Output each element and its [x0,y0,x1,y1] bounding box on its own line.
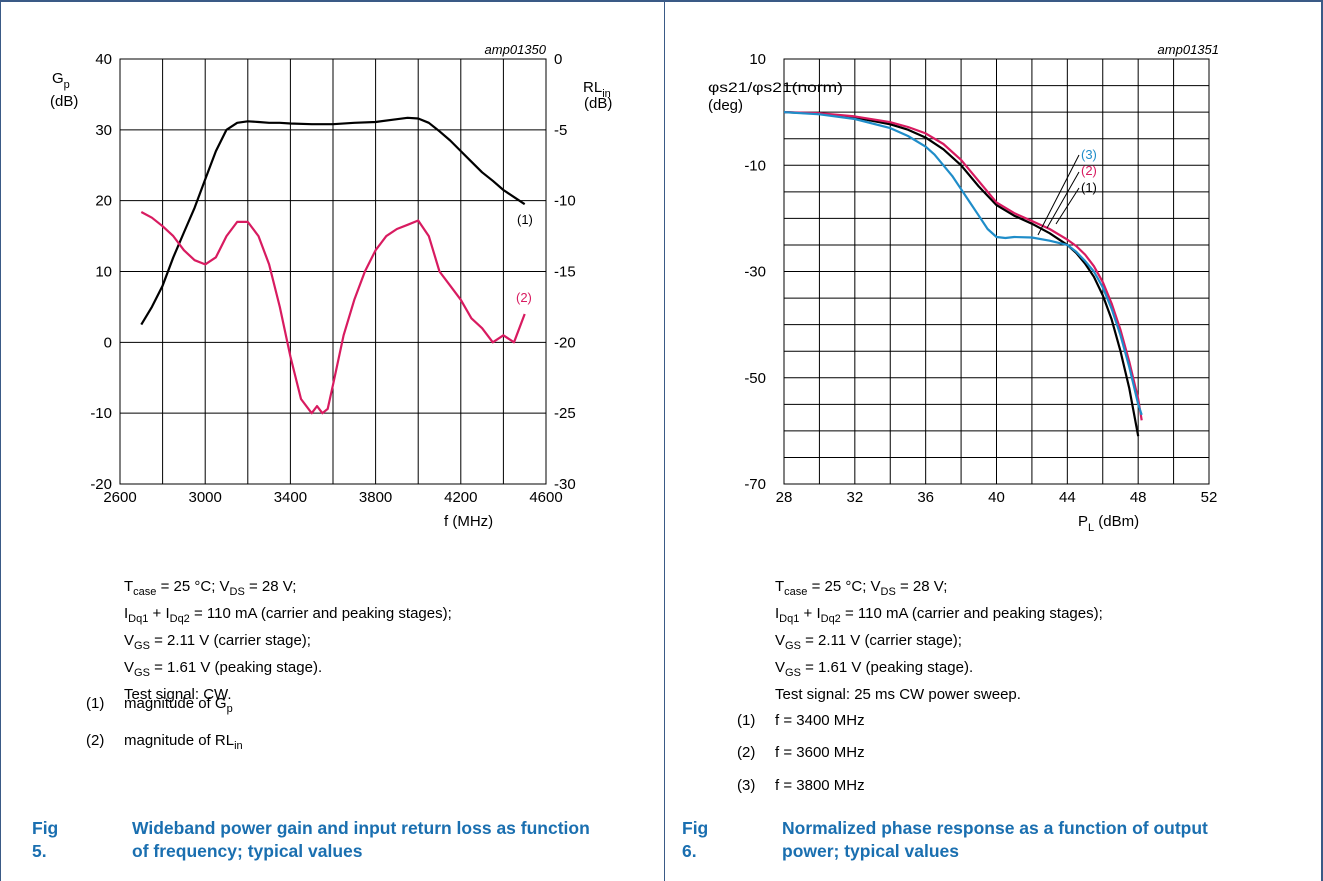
fig5-right-tick-label: -30 [554,476,576,493]
fig5-x-tick-label: 4600 [529,489,562,506]
fig5-curve-tag-1: (1) [517,212,533,227]
fig5-left-axis-unit: (dB) [50,93,78,110]
fig6-label: Fig 6. [682,818,709,861]
fig5-grid [119,58,547,485]
fig5-series-2-line [140,211,526,415]
fig5-conditions: Tcase = 25 °C; VDS = 28 V; IDq1 + IDq2 =… [124,576,452,705]
fig5-x-axis-label: f (MHz) [444,513,493,530]
fig5-left-tick-label: 0 [104,334,112,351]
fig5-x-tick-label: 3800 [359,489,392,506]
fig6-cond-line-2: IDq1 + IDq2 = 110 mA (carrier and peakin… [775,605,1103,625]
fig5-right-tick-label: -20 [554,334,576,351]
fig5-series-1-line [140,116,526,326]
fig5-right-tick-label: -15 [554,264,576,281]
fig5-cond-line-3: VGS = 2.11 V (carrier stage); [124,632,311,652]
fig5-title: Wideband power gain and input return los… [132,818,590,861]
fig5-x-tick-label: 4200 [444,489,477,506]
fig5-left-tick-label: 40 [95,51,112,68]
fig5-right-axis-unit: (dB) [584,95,612,112]
fig6-cond-line-3: VGS = 2.11 V (carrier stage); [775,632,962,652]
fig5-label: Fig 5. [32,818,59,861]
fig5-left-tick-label: -20 [90,476,112,493]
fig5-x-tick-label: 3400 [274,489,307,506]
fig6-conditions: Tcase = 25 °C; VDS = 28 V; IDq1 + IDq2 =… [775,576,1103,705]
fig6-cond-line-1: Tcase = 25 °C; VDS = 28 V; [775,578,948,598]
fig5-cond-line-4: VGS = 1.61 V (peaking stage). [124,659,323,679]
fig5-left-tick-label: -10 [90,405,112,422]
fig5-ticks: 40 30 20 10 0 -10 -20 0 -5 -10 -15 -20 -25 -30 2600 300… [90,51,575,506]
fig5-left-tick-label: 10 [95,264,112,281]
fig5-cond-line-5: Test signal: CW. [124,686,232,703]
fig5-right-tick-label: -10 [554,193,576,210]
center-divider [664,0,665,881]
fig5-figure-id: amp01350 [485,42,547,57]
fig5-curve-tag-2: (2) [516,290,532,305]
left-rule [0,0,1,881]
fig5-right-tick-label: -25 [554,405,576,422]
fig5-x-tick-label: 2600 [103,489,136,506]
fig5-left-tick-label: 30 [95,122,112,139]
top-rule [0,0,1323,2]
fig5-left-tick-label: 20 [95,193,112,210]
fig5-right-axis-name: RLin [583,79,611,100]
fig5-cond-line-2: IDq1 + IDq2 = 110 mA (carrier and peakin… [124,605,452,625]
fig5-left-axis-name: Gp [52,70,70,91]
fig6-cond-line-4: VGS = 1.61 V (peaking stage). [775,659,974,679]
fig5-right-tick-label: 0 [554,51,562,68]
fig5-x-tick-label: 3000 [189,489,222,506]
fig6-cond-line-5: Test signal: 25 ms CW power sweep. [775,686,1021,703]
fig5-right-tick-label: -5 [554,122,567,139]
fig5-cond-line-1: Tcase = 25 °C; VDS = 28 V; [124,578,297,598]
fig5-lines [140,116,526,415]
right-rule [1321,0,1323,881]
fig6-title: Normalized phase response as a function … [782,818,1208,861]
